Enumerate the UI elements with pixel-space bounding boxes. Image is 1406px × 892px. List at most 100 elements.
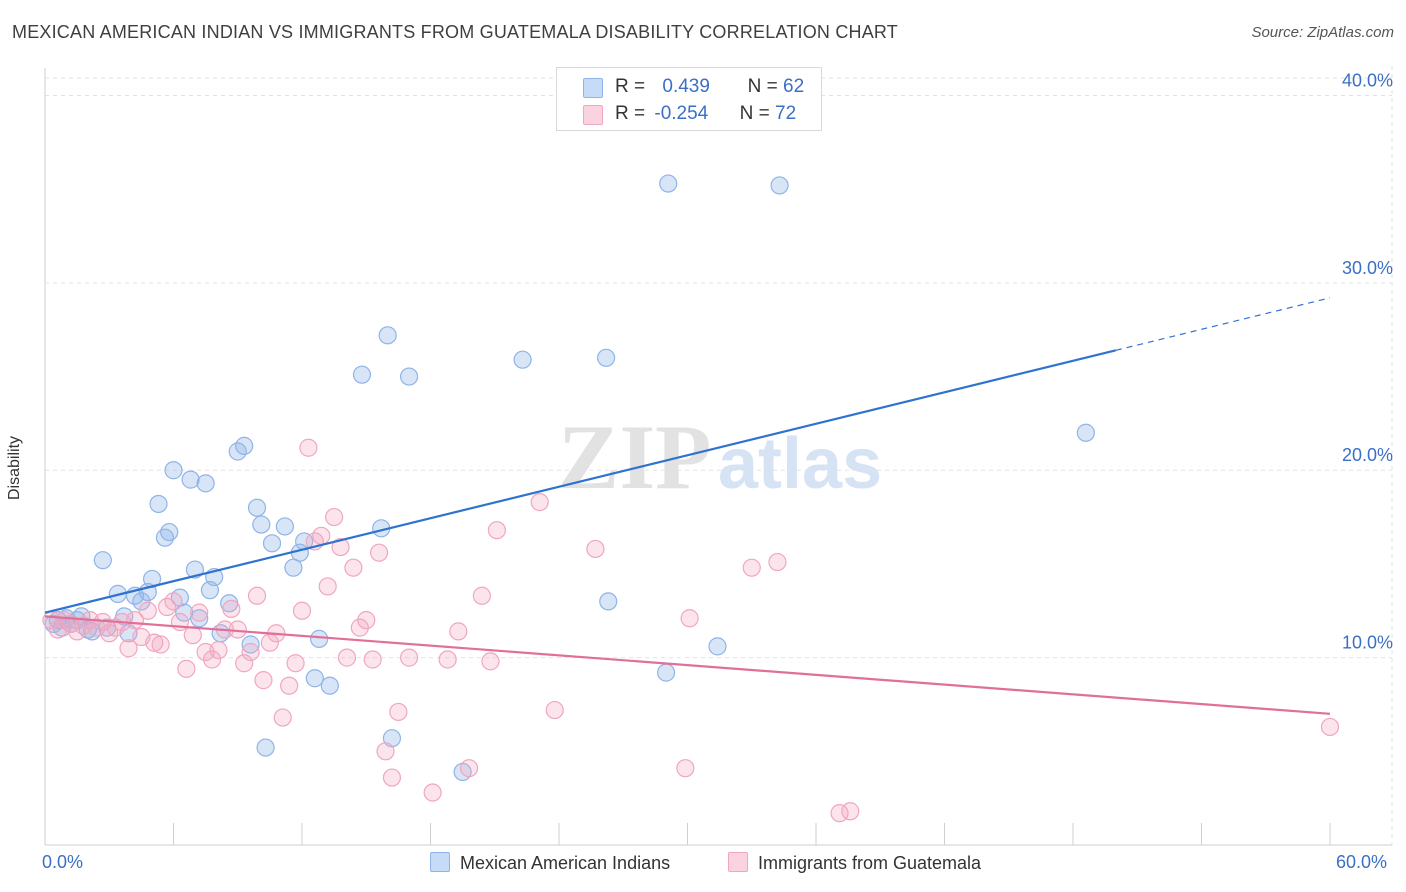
data-point [190, 609, 209, 628]
data-point [481, 652, 500, 671]
data-point [597, 348, 616, 367]
series-legend-label-1: Mexican American Indians [460, 853, 671, 873]
correlation-legend: R = 0.439 N = 62 R = -0.254 N = 72 [556, 67, 822, 131]
data-point [305, 669, 324, 688]
series-legend-1: Mexican American Indians [430, 852, 670, 874]
legend-n-label-1: N = [747, 76, 784, 97]
data-point [344, 558, 363, 577]
legend-n-value-1: 62 [783, 76, 805, 97]
legend-r-value-2: -0.254 [654, 103, 709, 124]
x-tick-label-max: 60.0% [1336, 852, 1388, 872]
legend-r-label-1: R = [615, 76, 651, 97]
data-point [286, 654, 305, 673]
legend-r-value-1: 0.439 [662, 76, 710, 97]
data-point [1320, 717, 1340, 737]
data-point [256, 738, 275, 757]
data-point [768, 552, 787, 572]
data-point [310, 629, 329, 648]
data-point [320, 676, 339, 695]
series-legend-2: Immigrants from Guatemala [728, 852, 981, 874]
data-point [254, 671, 273, 690]
data-point [378, 326, 397, 345]
series-mexican-american-indians-points [44, 174, 1095, 782]
y-tick-label: 30.0% [1342, 258, 1393, 278]
data-point [331, 537, 350, 557]
data-point [299, 438, 318, 457]
data-point [183, 626, 202, 645]
data-point [325, 507, 344, 527]
legend-row-2: R = -0.254 N = 72 [615, 103, 796, 125]
data-point [273, 708, 292, 727]
data-point [586, 539, 605, 559]
data-point [337, 648, 357, 667]
data-point [247, 498, 267, 517]
data-point [318, 577, 337, 596]
data-point [438, 650, 457, 669]
series-legend-swatch-1 [430, 852, 450, 872]
data-point [676, 759, 695, 778]
data-point [382, 768, 402, 787]
data-point [357, 611, 376, 630]
data-point [399, 648, 419, 667]
data-point [149, 494, 168, 514]
source-label: Source: ZipAtlas.com [1251, 24, 1394, 41]
data-point [164, 461, 183, 480]
data-point [177, 659, 196, 678]
data-point [151, 635, 170, 654]
x-tick-label-min: 0.0% [42, 852, 84, 872]
legend-n-label-2: N = [739, 103, 776, 124]
trend-lines [44, 297, 1331, 715]
data-point [656, 663, 676, 682]
data-point [770, 176, 789, 195]
data-point [222, 599, 241, 619]
data-point [449, 622, 468, 641]
axes [44, 68, 1392, 846]
data-point [376, 742, 395, 761]
data-point [247, 586, 267, 605]
data-point [680, 609, 699, 628]
data-point [352, 365, 372, 384]
data-point [513, 350, 532, 369]
y-tick-label: 10.0% [1342, 633, 1393, 653]
data-point [423, 783, 442, 802]
series-immigrants-guatemala-points [42, 438, 1340, 823]
data-point [241, 642, 260, 662]
data-point [275, 517, 294, 536]
data-point [599, 592, 618, 611]
legend-r-label-2: R = [615, 103, 651, 124]
data-point [252, 515, 271, 534]
data-point [119, 639, 138, 658]
data-point [132, 592, 151, 611]
data-point [841, 802, 860, 821]
data-point [241, 635, 260, 654]
data-point [459, 759, 479, 778]
data-point [363, 650, 382, 669]
y-tick-label: 20.0% [1342, 445, 1393, 465]
data-point [190, 603, 209, 622]
data-point [280, 676, 299, 695]
data-point [487, 521, 506, 540]
data-point [292, 601, 312, 620]
data-point [262, 534, 282, 553]
data-point [93, 551, 112, 570]
data-point [164, 592, 183, 611]
watermark-zip: ZIP [558, 406, 711, 508]
data-point [370, 543, 389, 562]
series-legend-swatch-2 [728, 852, 748, 872]
trend-line-extension [1115, 297, 1331, 351]
data-point [742, 558, 761, 577]
data-point [659, 174, 678, 193]
legend-swatch-blue [583, 78, 603, 98]
chart-title: MEXICAN AMERICAN INDIAN VS IMMIGRANTS FR… [12, 22, 898, 42]
data-point [209, 641, 228, 660]
data-point [399, 367, 419, 386]
data-point [545, 700, 564, 720]
y-tick-labels: 10.0% 20.0% 30.0% 40.0% [1342, 70, 1393, 652]
data-point [235, 654, 254, 673]
data-point [284, 558, 303, 577]
data-point [160, 522, 179, 542]
series-legend-label-2: Immigrants from Guatemala [758, 853, 982, 873]
legend-n-value-2: 72 [775, 103, 797, 124]
data-point [235, 436, 254, 455]
